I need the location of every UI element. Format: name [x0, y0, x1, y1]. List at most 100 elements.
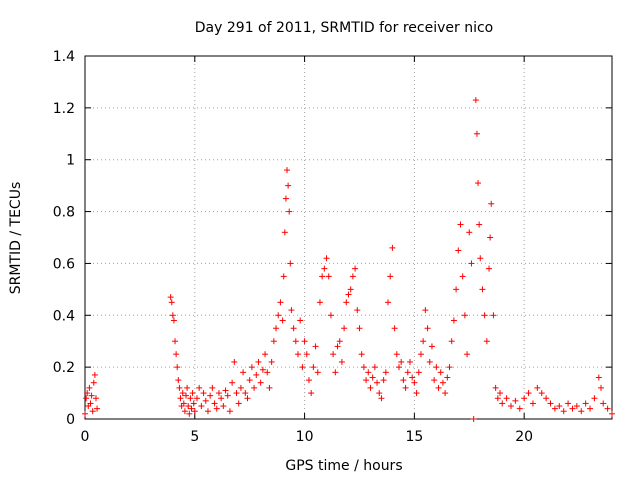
data-point: [402, 384, 409, 391]
data-point: [282, 195, 289, 202]
data-point: [266, 384, 273, 391]
data-point: [202, 397, 209, 404]
y-tick-label: 0.2: [53, 360, 75, 376]
data-point: [83, 395, 90, 402]
y-tick-label: 1.2: [53, 101, 75, 117]
data-point: [303, 351, 310, 358]
x-axis: 0 5 10 15 20: [81, 56, 533, 445]
x-tick-label: 20: [515, 429, 533, 445]
data-point: [224, 392, 231, 399]
data-point: [92, 395, 99, 402]
y-tick-label: 0.6: [53, 256, 75, 272]
data-point: [481, 312, 488, 319]
data-point: [179, 390, 186, 397]
data-point: [257, 379, 264, 386]
data-point: [308, 390, 315, 397]
data-point: [497, 390, 504, 397]
data-point: [354, 307, 361, 314]
data-point: [207, 392, 214, 399]
data-point: [172, 338, 179, 345]
chart-title: Day 291 of 2011, SRMTID for receiver nic…: [195, 20, 493, 36]
data-point: [453, 286, 460, 293]
data-point: [87, 400, 94, 407]
y-tick-label: 0: [66, 412, 75, 428]
data-point: [242, 390, 249, 397]
plot-frame: [84, 55, 613, 420]
data-point: [499, 400, 506, 407]
data-point: [534, 384, 541, 391]
data-point: [409, 374, 416, 381]
data-point: [287, 260, 294, 267]
data-point: [82, 410, 88, 417]
data-point: [391, 325, 398, 332]
data-point: [84, 390, 91, 397]
data-point: [367, 384, 374, 391]
data-point: [604, 405, 611, 412]
data-point: [488, 200, 495, 207]
y-tick-label: 1.4: [53, 49, 75, 65]
data-point: [415, 369, 422, 376]
data-point: [281, 229, 288, 236]
data-point: [312, 343, 319, 350]
data-point: [512, 397, 519, 404]
data-point: [246, 377, 253, 384]
data-point: [424, 325, 431, 332]
data-point: [389, 244, 396, 251]
data-point: [417, 351, 424, 358]
data-point: [181, 408, 188, 415]
data-point: [428, 343, 435, 350]
data-point: [286, 208, 293, 215]
data-point: [310, 364, 317, 371]
data-point: [573, 403, 580, 410]
data-point: [569, 405, 576, 412]
data-point: [273, 325, 280, 332]
data-point: [529, 400, 536, 407]
data-point: [385, 299, 392, 306]
data-point: [264, 369, 271, 376]
data-point: [184, 384, 191, 391]
data-point: [177, 395, 184, 402]
data-point: [332, 369, 339, 376]
data-point: [587, 405, 594, 412]
data-point: [446, 364, 453, 371]
data-point: [420, 338, 427, 345]
data-point: [494, 395, 501, 402]
data-point: [426, 358, 433, 365]
data-point: [299, 364, 306, 371]
data-point: [259, 366, 266, 373]
data-point: [464, 351, 471, 358]
data-point: [492, 384, 499, 391]
data-point: [90, 379, 97, 386]
data-point: [479, 286, 486, 293]
data-point: [285, 182, 292, 189]
data-point: [475, 180, 482, 187]
data-points: [82, 97, 615, 422]
data-point: [218, 395, 225, 402]
data-point: [457, 221, 464, 228]
data-point: [565, 400, 572, 407]
data-point: [268, 358, 275, 365]
data-point: [483, 338, 490, 345]
data-point: [444, 374, 451, 381]
data-point: [396, 364, 403, 371]
data-point: [411, 379, 418, 386]
data-point: [406, 358, 413, 365]
data-point: [459, 273, 466, 280]
data-point: [167, 294, 174, 301]
data-point: [431, 377, 438, 384]
data-point: [180, 400, 187, 407]
data-point: [363, 377, 370, 384]
data-point: [507, 403, 514, 410]
data-point: [91, 371, 98, 378]
data-point: [204, 408, 211, 415]
data-point: [220, 403, 227, 410]
data-point: [327, 312, 334, 319]
data-point: [560, 408, 567, 415]
data-point: [341, 325, 348, 332]
data-point: [345, 291, 352, 298]
data-point: [470, 416, 477, 422]
y-axis: 0 0.2 0.4 0.6 0.8 1 1.2 1.4: [53, 49, 612, 428]
data-point: [448, 338, 455, 345]
data-point: [556, 403, 563, 410]
data-point: [442, 390, 449, 397]
